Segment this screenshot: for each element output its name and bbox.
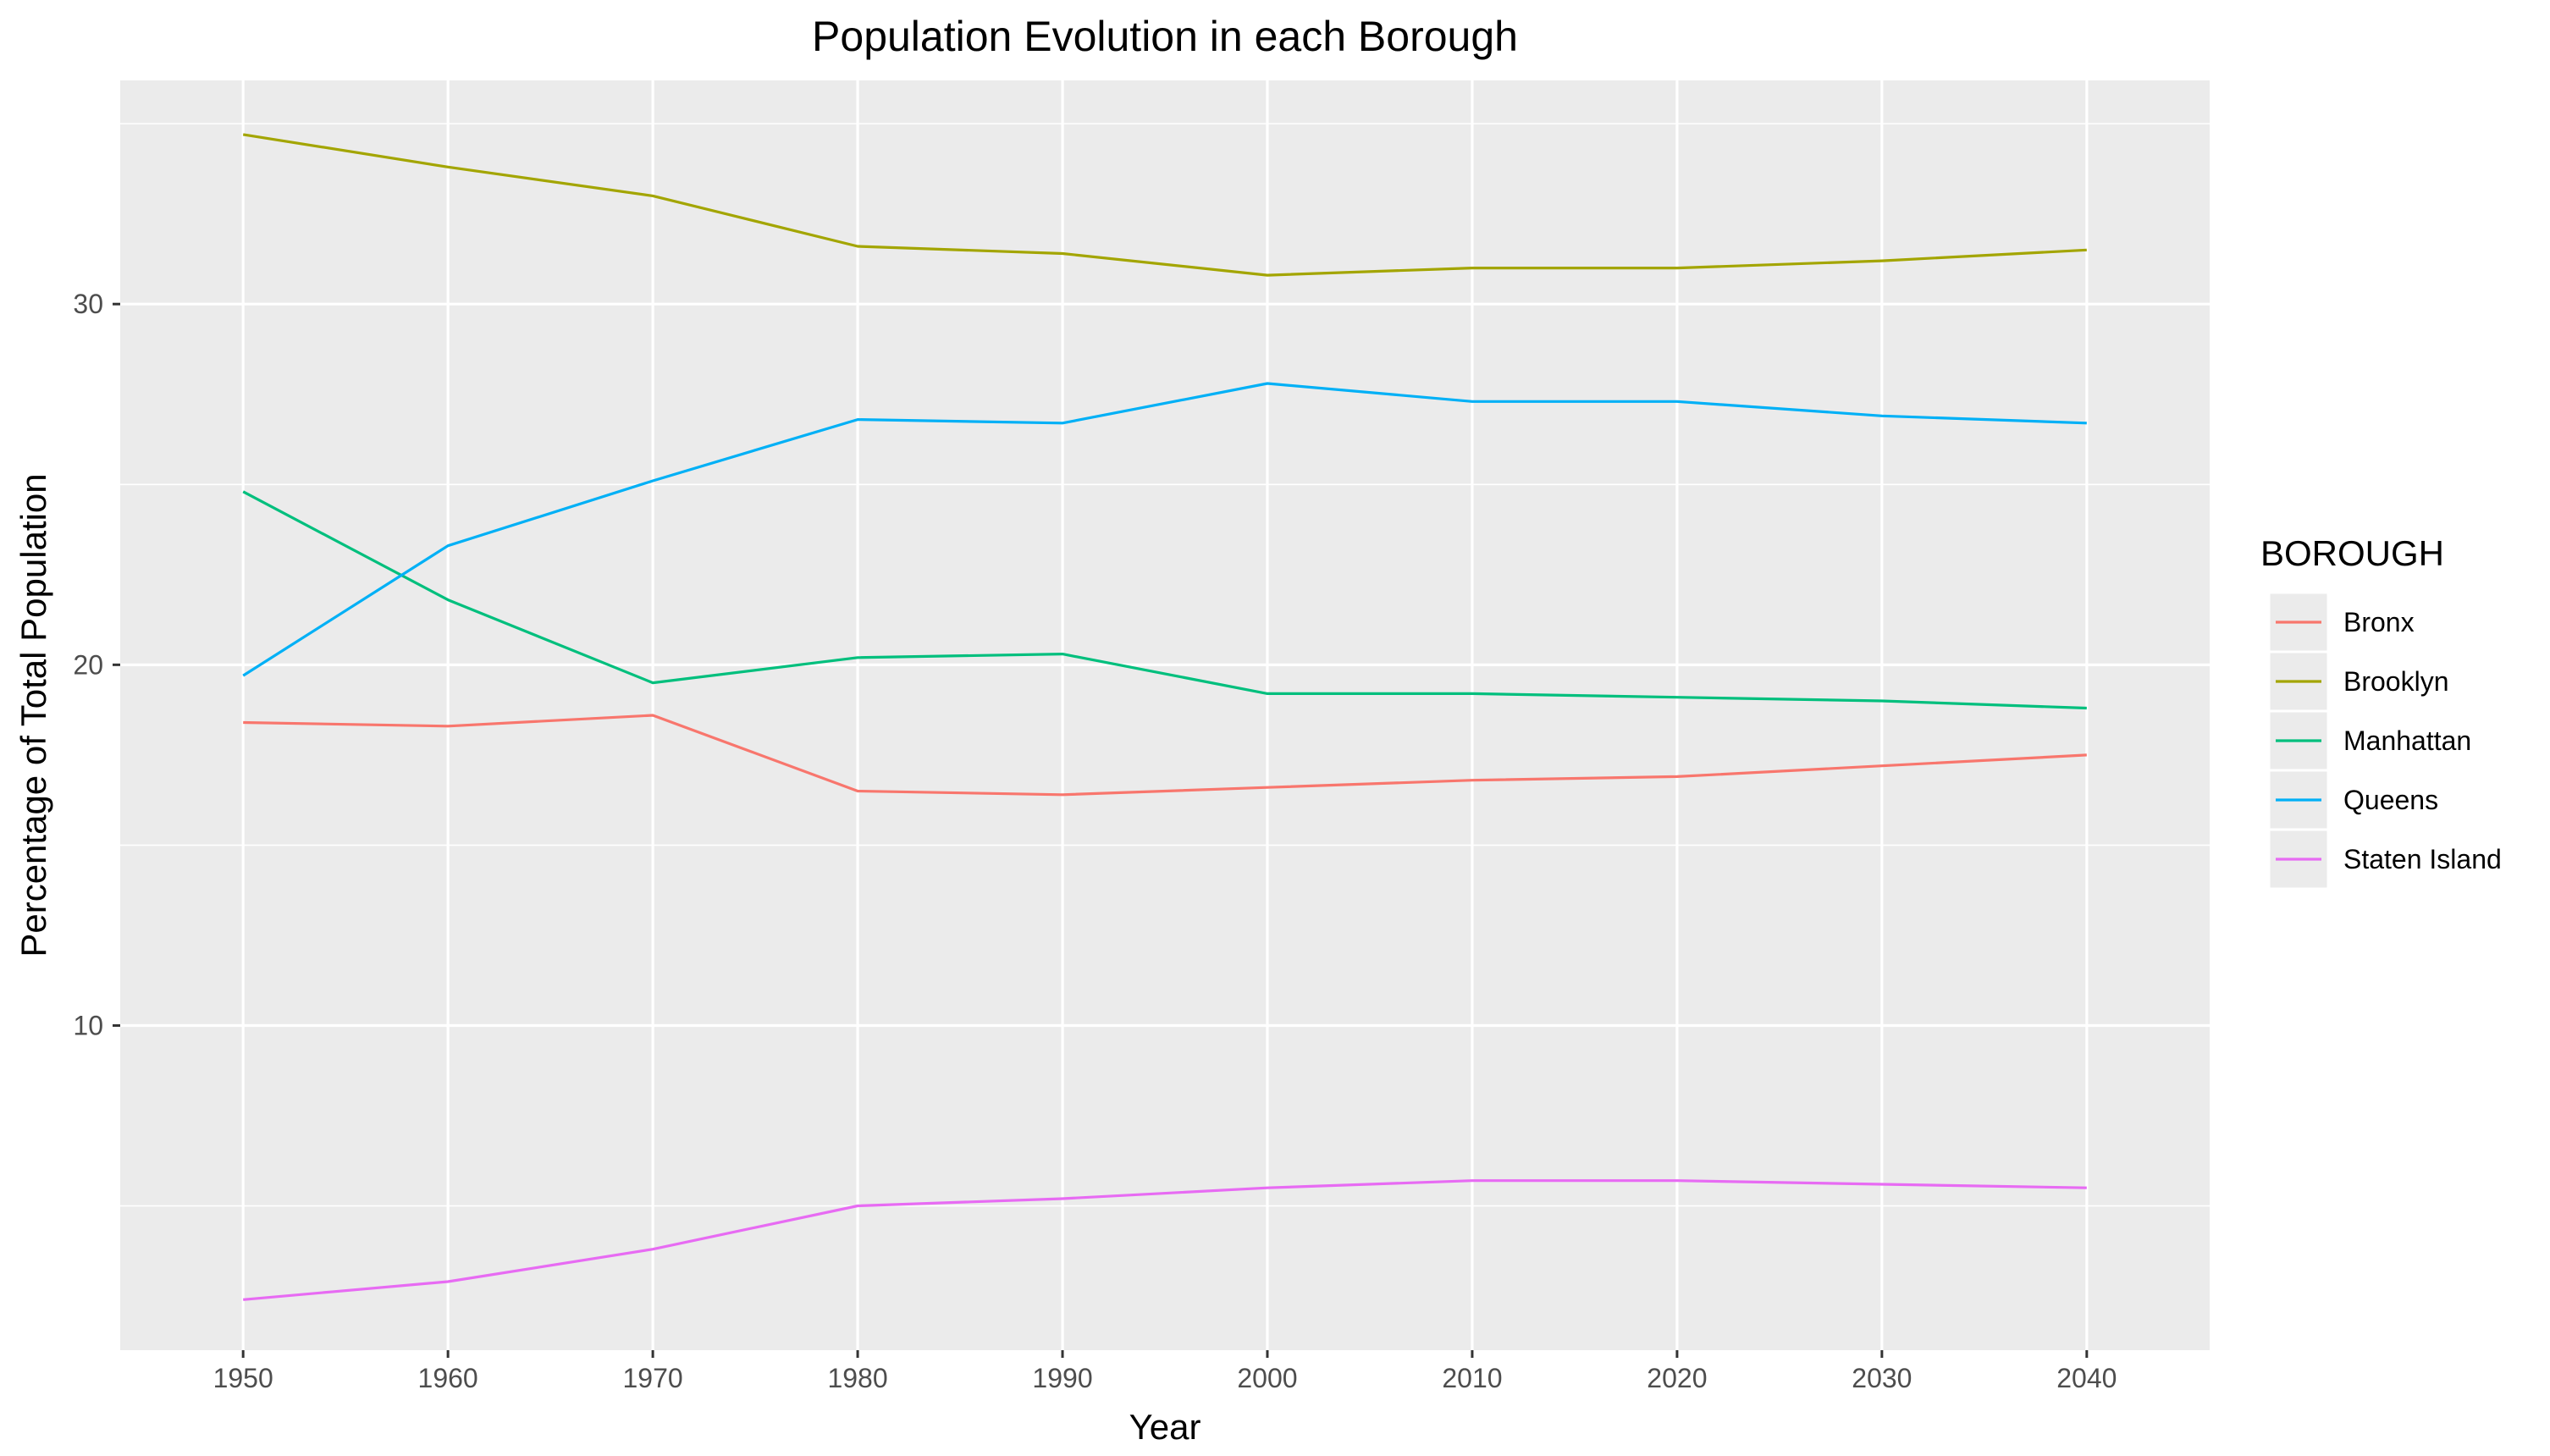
legend-item-brooklyn: Brooklyn xyxy=(2267,650,2449,713)
legend-label: Staten Island xyxy=(2343,844,2502,874)
series-line-staten-island xyxy=(243,1179,2087,1301)
legend-title: BOROUGH xyxy=(2260,533,2444,573)
y-tick-label: 30 xyxy=(73,289,103,319)
x-tick-label: 2010 xyxy=(1442,1363,1502,1393)
x-tick-labels: 1950 1960 1970 1980 1990 2000 2010 2020 2030 2040 xyxy=(213,1363,2117,1393)
x-tick-label: 2030 xyxy=(1852,1363,1912,1393)
x-tick-label: 2020 xyxy=(1647,1363,1707,1393)
grid-major xyxy=(120,80,2210,1350)
series-line-brooklyn xyxy=(242,133,2087,277)
axis-ticks xyxy=(113,302,2089,1358)
x-tick-label: 1980 xyxy=(827,1363,887,1393)
grid-minor xyxy=(120,123,2210,1207)
x-tick-label: 2000 xyxy=(1237,1363,1297,1393)
x-axis-title: Year xyxy=(1129,1407,1201,1447)
legend-item-manhattan: Manhattan xyxy=(2267,709,2471,772)
chart-title: Population Evolution in each Borough xyxy=(812,13,1518,60)
legend-items: Bronx Brooklyn Manhattan Queens Staten Islan… xyxy=(2267,591,2502,891)
x-tick-label: 1960 xyxy=(418,1363,478,1393)
x-tick-label: 1970 xyxy=(623,1363,683,1393)
legend-label: Bronx xyxy=(2343,607,2415,637)
legend: BOROUGH Bronx Brooklyn Manhattan Queens Stat… xyxy=(2260,533,2502,891)
x-tick-label: 1990 xyxy=(1032,1363,1092,1393)
legend-item-bronx: Bronx xyxy=(2267,591,2415,654)
legend-label: Queens xyxy=(2343,785,2438,815)
series-line-queens xyxy=(242,382,2087,677)
y-axis-title: Percentage of Total Population xyxy=(14,473,53,957)
y-tick-label: 20 xyxy=(73,649,103,680)
series-line-manhattan xyxy=(242,490,2087,710)
legend-label: Brooklyn xyxy=(2343,666,2449,697)
legend-item-queens: Queens xyxy=(2267,769,2438,831)
x-tick-label: 2040 xyxy=(2056,1363,2117,1393)
legend-item-staten-island: Staten Island xyxy=(2267,828,2502,891)
y-tick-label: 10 xyxy=(73,1010,103,1040)
y-tick-labels: 10 20 30 xyxy=(73,289,103,1040)
series-layer xyxy=(242,133,2087,1301)
plot-panel xyxy=(120,80,2210,1350)
series-line-bronx xyxy=(243,714,2087,797)
legend-label: Manhattan xyxy=(2343,725,2471,756)
x-tick-label: 1950 xyxy=(213,1363,273,1393)
